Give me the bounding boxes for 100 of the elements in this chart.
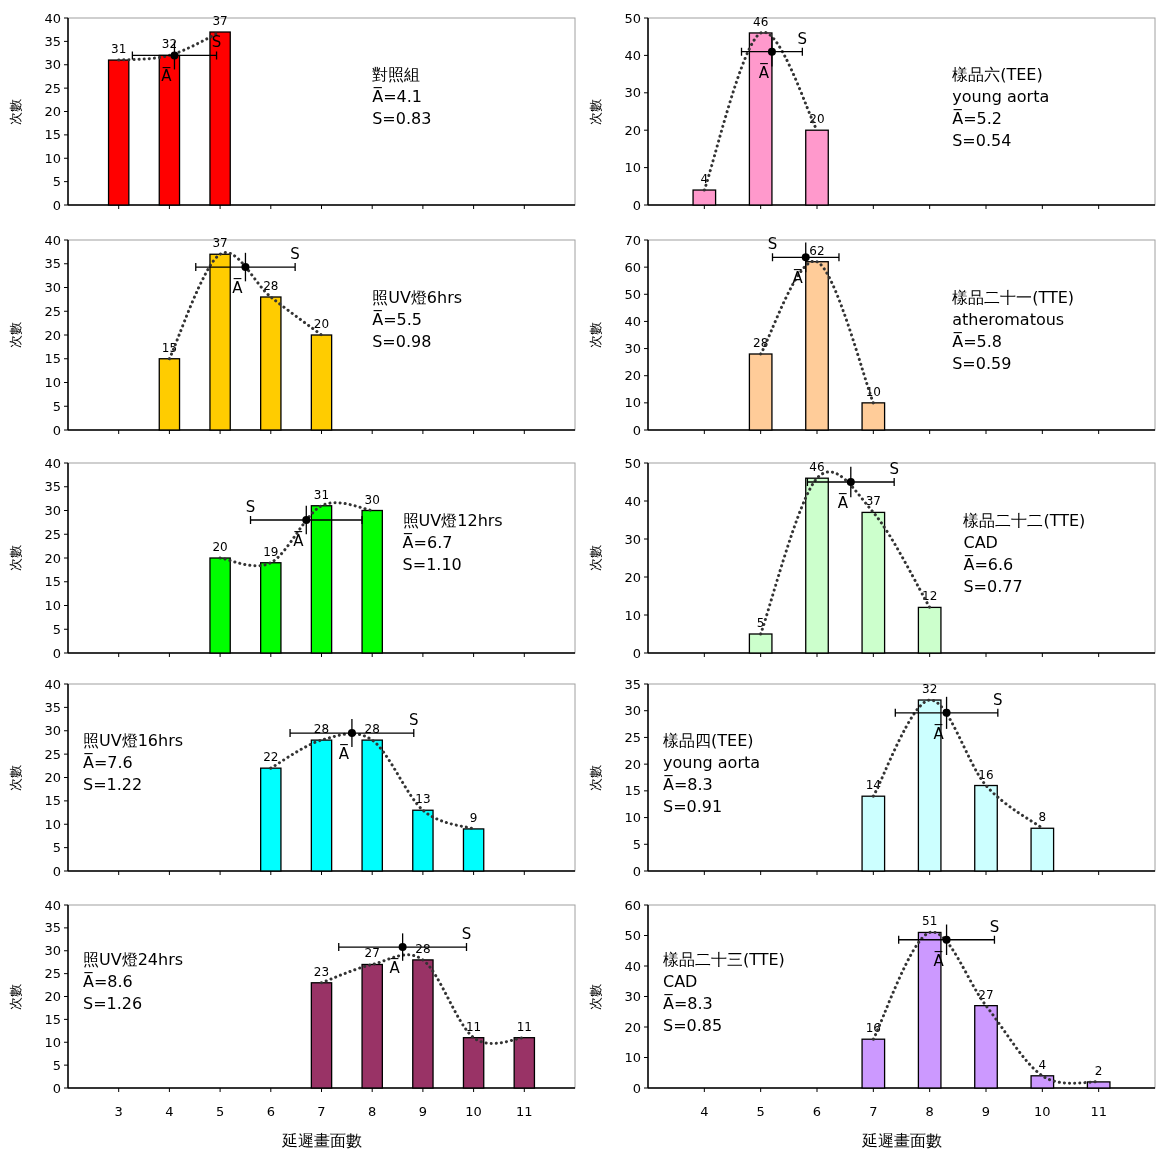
y-tick-label: 70 <box>624 232 641 248</box>
data-label: 9 <box>469 810 478 825</box>
data-label: 4 <box>1038 1057 1047 1072</box>
annotation: S <box>797 29 808 48</box>
data-label: 62 <box>809 243 825 258</box>
y-tick-label: 30 <box>44 723 61 739</box>
annotation: CAD <box>963 532 998 552</box>
annotation: A̅=4.1 <box>372 86 422 106</box>
x-tick-label: 4 <box>700 1104 709 1119</box>
y-tick-label: 0 <box>632 645 641 661</box>
annotation: A̅ <box>389 958 401 978</box>
data-label: 28 <box>313 722 330 737</box>
y-axis-title: 次數 <box>8 322 23 348</box>
annotation: S=1.26 <box>83 994 143 1014</box>
y-axis-title: 次數 <box>588 764 603 791</box>
data-label: 30 <box>364 492 380 507</box>
y-tick-label: 60 <box>624 259 641 275</box>
y-tick-label: 40 <box>624 958 641 974</box>
y-tick-label: 20 <box>624 368 641 384</box>
y-axis-title: 次數 <box>588 98 603 125</box>
y-axis-title: 次數 <box>8 983 23 1010</box>
data-label: 11 <box>465 1019 482 1034</box>
y-tick-label: 15 <box>44 1011 61 1027</box>
y-tick-label: 5 <box>52 398 61 414</box>
y-tick-label: 40 <box>44 897 61 913</box>
annotation: 照UV燈16hrs <box>83 730 184 750</box>
y-tick-label: 20 <box>44 327 61 343</box>
annotation: S <box>889 460 899 478</box>
annotation: S=0.54 <box>952 130 1012 150</box>
data-label: 5 <box>756 616 765 630</box>
data-label: 20 <box>212 540 228 554</box>
data-label: 32 <box>922 682 938 697</box>
data-label: 28 <box>263 279 279 293</box>
y-tick-label: 0 <box>52 197 61 213</box>
annotation: A̅ <box>232 278 244 298</box>
y-tick-label: 10 <box>44 816 61 832</box>
y-tick-label: 5 <box>52 174 61 190</box>
annotation: 照UV燈12hrs <box>402 510 503 530</box>
y-axis-title: 次數 <box>588 983 603 1010</box>
y-axis-title: 次數 <box>8 764 23 791</box>
y-axis-title: 次數 <box>8 545 23 571</box>
y-tick-label: 10 <box>44 375 61 390</box>
annotation: 樣品六(TEE) <box>952 64 1043 84</box>
y-tick-label: 20 <box>624 756 641 772</box>
annotation: 樣品二十三(TTE) <box>663 950 785 970</box>
y-tick-label: 25 <box>44 746 61 762</box>
x-tick-label: 9 <box>981 1104 991 1119</box>
data-label: 15 <box>161 340 178 355</box>
annotation: A̅=5.8 <box>952 331 1002 351</box>
x-tick-label: 10 <box>465 1104 482 1119</box>
annotation: CAD <box>663 972 698 992</box>
y-tick-label: 0 <box>632 863 641 879</box>
y-tick-label: 30 <box>624 989 641 1004</box>
y-tick-label: 35 <box>44 699 61 715</box>
y-tick-label: 15 <box>44 127 61 143</box>
y-tick-label: 30 <box>44 57 61 73</box>
y-tick-label: 50 <box>624 286 641 302</box>
y-tick-label: 35 <box>44 33 61 49</box>
y-tick-label: 15 <box>44 351 61 367</box>
y-tick-label: 10 <box>44 1034 61 1050</box>
y-tick-label: 20 <box>624 1019 641 1035</box>
x-tick-label: 5 <box>215 1104 225 1119</box>
y-tick-label: 35 <box>624 676 641 692</box>
x-tick-label: 3 <box>114 1104 123 1119</box>
annotation: 照UV燈6hrs <box>372 287 463 307</box>
x-tick-label: 9 <box>418 1104 428 1119</box>
y-tick-label: 10 <box>44 598 61 613</box>
annotation: 樣品二十一(TTE) <box>952 287 1075 307</box>
annotation: A̅=5.2 <box>952 108 1002 128</box>
y-tick-label: 30 <box>624 703 641 719</box>
annotation: A̅ <box>293 531 305 550</box>
y-tick-label: 40 <box>624 493 641 509</box>
annotation: young aorta <box>952 86 1050 106</box>
annotation: S <box>989 917 1000 936</box>
x-tick-label: 8 <box>925 1104 934 1119</box>
x-tick-label: 6 <box>266 1104 275 1119</box>
x-tick-label: 11 <box>516 1104 533 1119</box>
annotation: A̅ <box>161 66 173 86</box>
data-label: 13 <box>415 792 431 807</box>
y-tick-label: 15 <box>44 574 61 590</box>
annotation: S=0.85 <box>663 1016 723 1036</box>
annotation: S <box>993 690 1003 709</box>
annotation: S=0.77 <box>963 576 1023 596</box>
y-tick-label: 20 <box>44 550 61 566</box>
data-label: 11 <box>516 1019 532 1034</box>
y-tick-label: 40 <box>44 676 61 692</box>
annotation: A̅=8.3 <box>663 994 713 1014</box>
data-label: 37 <box>865 494 881 509</box>
y-tick-label: 5 <box>52 1057 61 1073</box>
x-axis-title: 延遲畫面數 <box>280 1131 362 1150</box>
y-tick-label: 5 <box>52 840 61 856</box>
y-tick-label: 35 <box>44 256 61 272</box>
data-label: 4 <box>700 172 709 187</box>
x-tick-label: 10 <box>1034 1104 1051 1119</box>
data-label: 2 <box>1094 1063 1103 1078</box>
y-tick-label: 0 <box>52 645 61 661</box>
y-tick-label: 0 <box>52 1080 61 1096</box>
y-tick-label: 30 <box>44 280 61 295</box>
data-label: 19 <box>263 544 279 559</box>
data-label: 27 <box>364 946 380 961</box>
